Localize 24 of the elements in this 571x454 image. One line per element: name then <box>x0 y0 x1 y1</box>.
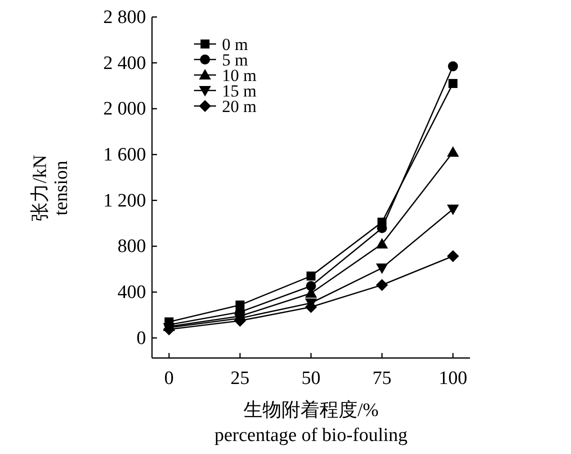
point <box>306 272 316 281</box>
y-tick-label: 1 600 <box>103 144 146 166</box>
y-tick-label: 400 <box>118 282 146 304</box>
x-tick-label: 0 <box>164 368 174 389</box>
y-tick-label: 800 <box>118 236 146 258</box>
x-tick-label: 50 <box>302 368 320 389</box>
x-tick-label: 75 <box>372 368 392 389</box>
point <box>376 278 388 291</box>
x-tick-label: 100 <box>438 368 468 389</box>
point <box>376 264 388 274</box>
y-tick-label: 2 400 <box>103 52 146 74</box>
point <box>448 78 458 88</box>
y-tick-label: 2 000 <box>103 98 146 120</box>
point <box>448 61 458 72</box>
point <box>446 250 459 262</box>
point <box>446 204 459 216</box>
x-tick-label: 25 <box>230 368 250 389</box>
point <box>376 238 388 248</box>
y-axis-title: 张力/kN tension <box>30 154 72 222</box>
y-tick-label: 0 <box>136 328 146 349</box>
x-axis-title: 生物附着程度/% percentage of bio-fouling <box>214 399 408 446</box>
y-tick-label: 2 800 <box>103 7 146 28</box>
point <box>446 146 459 157</box>
y-tick-label: 1 200 <box>103 190 146 212</box>
